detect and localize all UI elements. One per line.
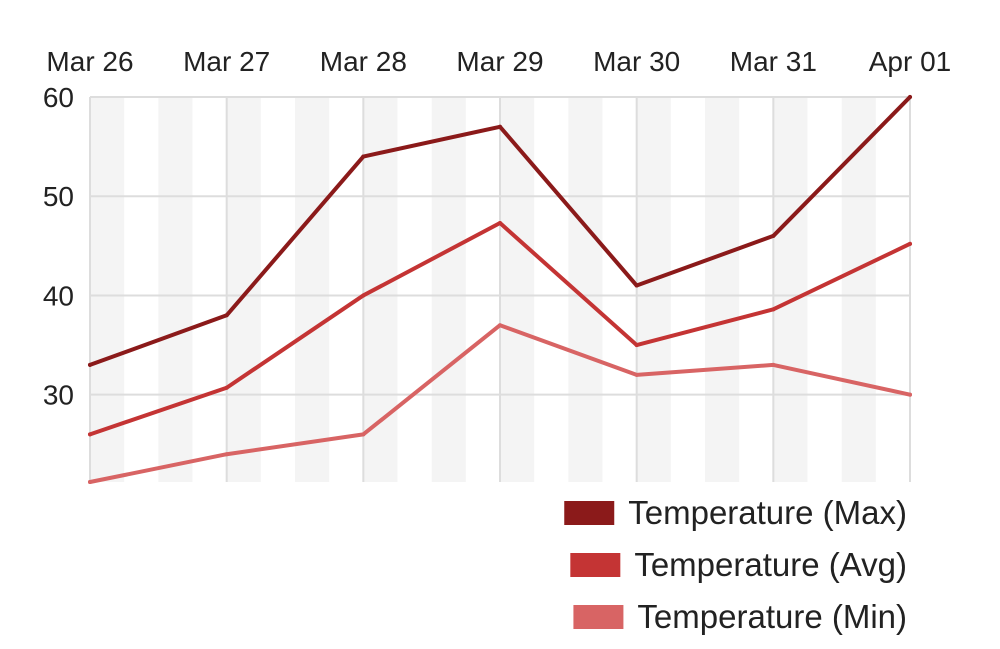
background-band [90,97,125,482]
x-tick-label: Mar 31 [730,46,817,77]
data-point [634,372,639,377]
legend-swatch [573,605,624,629]
background-bands [90,97,876,482]
data-point [498,221,502,226]
legend-label: Temperature (Avg) [634,546,907,583]
x-axis-tick-labels: Mar 26 Mar 27 Mar 28 Mar 29 Mar 30 Mar 31 Apr … [46,46,951,77]
x-tick-label: Mar 30 [593,46,680,77]
background-band [226,97,261,482]
legend-item: Temperature (Min) [573,598,907,635]
background-band [500,97,535,482]
legend-item: Temperature (Max) [564,494,907,531]
legend-swatch [564,501,615,525]
background-band [158,97,193,482]
x-tick-label: Mar 29 [456,46,543,77]
x-tick-label: Mar 26 [46,46,133,77]
background-band [841,97,876,482]
data-point [224,385,229,390]
background-band [295,97,330,482]
data-point [634,343,639,348]
x-tick-label: Mar 27 [183,46,270,77]
data-point [361,432,366,437]
data-point [88,432,92,437]
data-point [908,392,912,397]
grid-lines [89,96,911,482]
data-point [498,323,502,328]
y-tick-label: 40 [43,280,74,311]
legend-item: Temperature (Avg) [570,546,907,583]
x-tick-label: Mar 28 [320,46,407,77]
background-band [773,97,808,482]
x-tick-label: Apr 01 [869,46,952,77]
data-point [908,95,912,99]
background-band [636,97,671,482]
y-tick-label: 60 [43,82,74,113]
legend: Temperature (Max) Temperature (Avg) Temper… [564,494,907,635]
y-tick-label: 50 [43,181,74,212]
legend-swatch [570,553,621,577]
y-tick-label: 30 [43,380,74,411]
background-band [431,97,466,482]
series-lines [88,95,912,484]
data-point [361,293,366,298]
y-axis-tick-labels: 30 40 50 60 [43,82,74,411]
data-point [908,241,912,246]
data-point [88,362,92,367]
legend-label: Temperature (Min) [637,598,907,635]
data-point [361,154,366,159]
data-point [88,480,92,484]
data-point [634,283,639,288]
data-point [224,452,229,457]
legend-label: Temperature (Max) [628,494,907,531]
background-band [363,97,398,482]
background-band [705,97,740,482]
data-point [771,362,776,367]
data-point [771,233,776,238]
data-point [771,307,776,312]
data-point [224,313,229,318]
data-point [498,124,502,129]
